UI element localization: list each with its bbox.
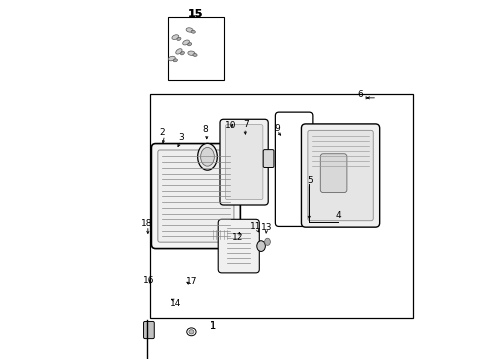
Text: 4: 4 (335, 211, 341, 220)
Text: 17: 17 (186, 277, 197, 286)
Text: 18: 18 (141, 219, 152, 228)
FancyBboxPatch shape (320, 154, 347, 193)
Ellipse shape (188, 43, 192, 46)
Text: 14: 14 (170, 299, 181, 308)
Ellipse shape (265, 238, 270, 246)
FancyBboxPatch shape (151, 144, 241, 249)
Text: 12: 12 (232, 233, 244, 242)
Ellipse shape (189, 330, 194, 334)
Text: 7: 7 (243, 120, 248, 129)
Ellipse shape (257, 241, 266, 251)
Ellipse shape (183, 40, 190, 45)
Bar (150, 94, 413, 318)
Text: 15: 15 (187, 9, 203, 19)
Text: 11: 11 (250, 222, 262, 231)
Ellipse shape (188, 51, 195, 55)
Ellipse shape (197, 143, 218, 170)
Text: 13: 13 (261, 222, 273, 231)
Ellipse shape (168, 56, 175, 61)
FancyBboxPatch shape (263, 150, 274, 167)
Text: 1: 1 (210, 321, 216, 331)
Text: 8: 8 (203, 125, 209, 134)
FancyBboxPatch shape (308, 130, 373, 221)
FancyBboxPatch shape (158, 150, 234, 242)
Ellipse shape (173, 59, 177, 62)
Text: 9: 9 (274, 124, 280, 133)
Text: 16: 16 (143, 275, 154, 284)
Text: 2: 2 (159, 129, 165, 138)
Bar (168, 18, 223, 80)
Text: 6: 6 (357, 90, 363, 99)
Ellipse shape (180, 51, 184, 55)
Ellipse shape (176, 49, 182, 54)
Ellipse shape (172, 35, 179, 40)
Text: 5: 5 (308, 176, 313, 185)
FancyBboxPatch shape (220, 119, 268, 205)
Text: 1: 1 (210, 321, 216, 331)
Ellipse shape (177, 37, 181, 40)
Ellipse shape (193, 54, 197, 57)
Ellipse shape (200, 147, 214, 166)
Text: 15: 15 (187, 9, 203, 19)
FancyBboxPatch shape (144, 321, 154, 339)
Ellipse shape (191, 30, 196, 33)
FancyBboxPatch shape (301, 124, 380, 227)
Text: 3: 3 (178, 133, 184, 142)
FancyBboxPatch shape (218, 219, 259, 273)
Ellipse shape (186, 28, 193, 32)
FancyBboxPatch shape (225, 125, 263, 200)
Text: 10: 10 (225, 121, 237, 130)
